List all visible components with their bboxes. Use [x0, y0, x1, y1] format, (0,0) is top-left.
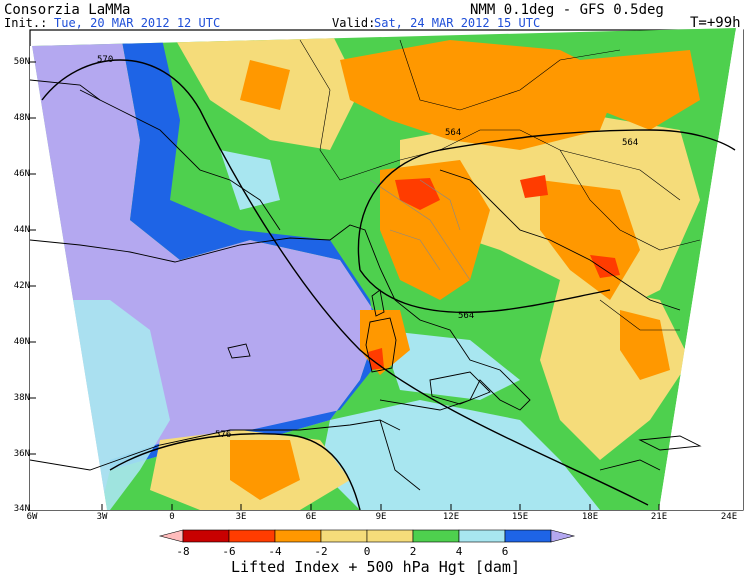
init-label: Init.:	[4, 16, 48, 30]
lon-label: 6E	[305, 512, 317, 522]
colorbar-tick-label: 2	[409, 545, 417, 558]
lat-label: 46N	[13, 169, 30, 179]
colorbar-cell	[366, 529, 414, 543]
colorbar-tick-label: 0	[363, 545, 371, 558]
lon-label: 15E	[511, 512, 529, 522]
lat-label: 44N	[13, 225, 30, 235]
colorbar-cell	[458, 529, 506, 543]
coastlines	[29, 79, 681, 491]
colorbar-cell	[228, 529, 276, 543]
colorbar-tick-label: -2	[314, 545, 328, 558]
colorbar-tick-label: 4	[455, 545, 463, 558]
lon-label: 12E	[442, 512, 460, 522]
lat-label: 36N	[13, 449, 30, 459]
islands	[227, 289, 702, 451]
org-title: Consorzia LaMMa	[4, 2, 131, 18]
colorbar-cell	[320, 529, 368, 543]
colorbar-tick-label: 6	[501, 545, 509, 558]
lon-label: 3W	[96, 512, 108, 522]
lon-label: 18E	[581, 512, 599, 522]
colorbar-cell	[550, 529, 576, 543]
lon-label: 9E	[375, 512, 387, 522]
lon-label: 24E	[720, 512, 738, 522]
axis-ticks	[30, 61, 660, 510]
lat-label: 40N	[13, 337, 30, 347]
lat-label: 48N	[13, 113, 30, 123]
contour-label: 576	[215, 430, 231, 440]
lon-label: 6W	[26, 512, 38, 522]
colorbar-title: Lifted Index + 500 hPa Hgt [dam]	[231, 558, 520, 576]
lon-label: 21E	[650, 512, 668, 522]
lat-label: 42N	[13, 281, 30, 291]
contour-label: 564	[458, 311, 474, 321]
colorbar-cell	[158, 529, 184, 543]
lat-label: 38N	[13, 393, 30, 403]
colorbar-tick-label: -6	[222, 545, 236, 558]
valid-label: Valid:	[332, 16, 376, 30]
colorbar	[158, 529, 576, 543]
lon-label: 0	[169, 512, 175, 522]
colorbar-cell	[274, 529, 322, 543]
height-contours	[41, 59, 736, 511]
lifted-index-field	[32, 28, 736, 510]
valid-value: Sat, 24 MAR 2012 15 UTC	[374, 16, 541, 30]
contour-label: 564	[622, 138, 638, 148]
lead-time: T=+99h	[690, 15, 741, 31]
colorbar-cell	[412, 529, 460, 543]
colorbar-tick-label: -8	[176, 545, 190, 558]
init-value: Tue, 20 MAR 2012 12 UTC	[54, 16, 221, 30]
colorbar-tick-label: -4	[268, 545, 282, 558]
contour-label: 564	[445, 128, 461, 138]
colorbar-cell	[504, 529, 552, 543]
lat-label: 50N	[13, 57, 30, 67]
model-title: NMM 0.1deg - GFS 0.5deg	[470, 2, 664, 18]
contour-label: 570	[97, 55, 113, 65]
colorbar-cell	[182, 529, 230, 543]
regional-borders	[369, 179, 471, 281]
lat-label: 34N	[13, 504, 30, 514]
lon-label: 3E	[235, 512, 247, 522]
